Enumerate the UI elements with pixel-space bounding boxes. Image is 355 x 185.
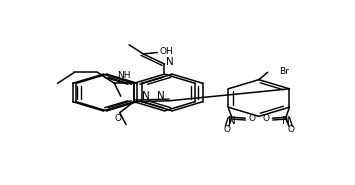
Text: O: O [287,125,294,134]
Text: Br: Br [279,67,289,76]
Text: O: O [224,125,231,134]
Text: N: N [166,57,174,67]
Text: N: N [142,91,150,101]
Text: O: O [248,114,255,123]
Text: O: O [114,114,121,123]
Text: N: N [282,116,290,126]
Text: O: O [263,114,269,123]
Text: N: N [228,116,236,126]
Text: N: N [157,91,164,101]
Text: OH: OH [159,47,173,56]
Text: NH: NH [118,70,131,80]
